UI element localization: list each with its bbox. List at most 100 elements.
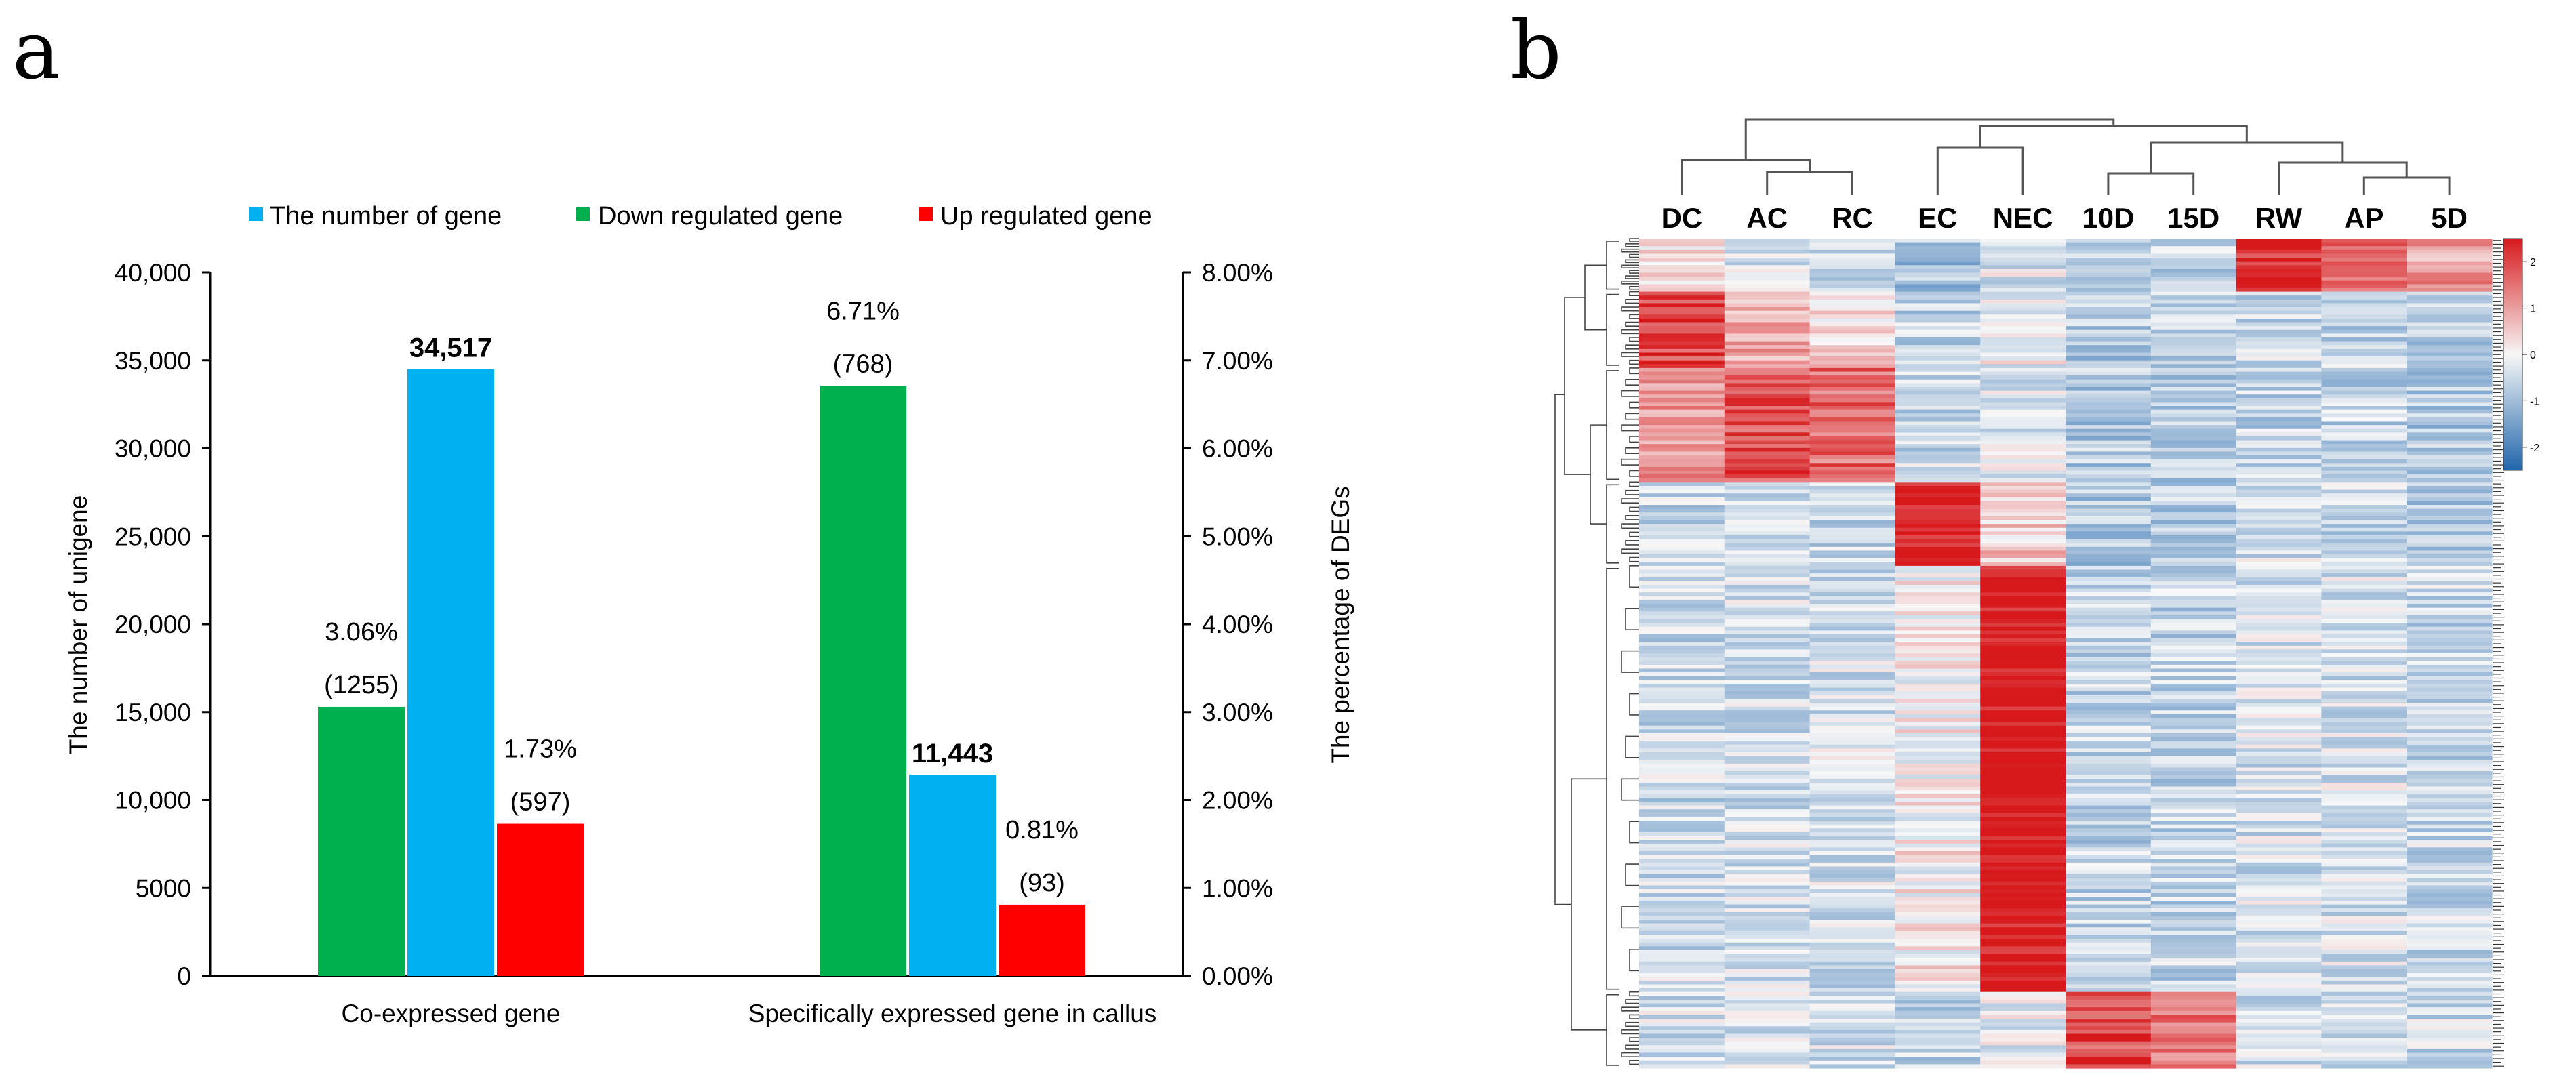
heatmap-cell — [1980, 474, 2066, 479]
heatmap-cell — [2066, 1057, 2152, 1061]
heatmap-cell — [1980, 1033, 2066, 1038]
heatmap-cell — [1809, 832, 1895, 837]
heatmap-cell — [2150, 664, 2237, 670]
heatmap-cell — [2407, 1052, 2493, 1057]
heatmap-cell — [1724, 813, 1811, 818]
heatmap-cell — [1980, 341, 2066, 346]
heatmap-cell — [2066, 710, 2152, 715]
heatmap-cell — [2236, 1048, 2322, 1054]
heatmap-cell — [1639, 657, 1725, 661]
heatmap-cell — [1724, 1057, 1811, 1061]
heatmap-cell — [1809, 900, 1895, 905]
heatmap-cell — [2321, 239, 2407, 243]
heatmap-cell — [1895, 737, 1981, 741]
heatmap-cell — [1809, 794, 1895, 798]
heatmap-cell — [2066, 569, 2152, 574]
heatmap-cell — [1724, 973, 1811, 977]
heatmap-cell — [1809, 1060, 1895, 1065]
heatmap-cell — [1895, 1022, 1981, 1027]
heatmap-cell — [1639, 737, 1725, 741]
heatmap-cell — [2066, 836, 2152, 840]
heatmap-cell — [2236, 329, 2322, 334]
heatmap-cell — [1724, 1026, 1811, 1031]
heatmap-cell — [2066, 1038, 2152, 1042]
heatmap-cell — [1724, 451, 1811, 456]
right-axis-ticks: 0.00%1.00%2.00%3.00%4.00%5.00%6.00%7.00%… — [1183, 259, 1273, 990]
heatmap-cell — [2407, 847, 2493, 852]
heatmap-cell — [1809, 249, 1895, 255]
heatmap-cell — [1809, 763, 1895, 769]
heatmap-cell — [1980, 596, 2066, 600]
right-tick-label: 7.00% — [1202, 347, 1273, 375]
heatmap-cell — [1980, 809, 2066, 814]
heatmap-cell — [1639, 691, 1725, 696]
heatmap-cell — [1724, 832, 1811, 837]
heatmap-cell — [2236, 824, 2322, 829]
heatmap-cell — [2407, 265, 2493, 270]
heatmap-cell — [1724, 927, 1811, 932]
heatmap-cell — [1809, 371, 1895, 376]
heatmap-cell — [2321, 653, 2407, 658]
heatmap-cell — [2150, 527, 2237, 532]
heatmap-cell — [2407, 718, 2493, 722]
heatmap-cell — [1980, 824, 2066, 829]
heatmap-cell — [2236, 592, 2322, 597]
heatmap-cell — [2236, 862, 2322, 867]
heatmap-cell — [1809, 577, 1895, 581]
heatmap-cell — [1809, 912, 1895, 917]
heatmap-cell — [2321, 356, 2407, 361]
heatmap-cell — [2150, 333, 2237, 338]
heatmap-cell — [1895, 326, 1981, 331]
heatmap-cell — [1809, 939, 1895, 943]
heatmap-cell — [2236, 459, 2322, 464]
heatmap-cell — [2321, 482, 2407, 487]
heatmap-cell — [2321, 432, 2407, 437]
heatmap-cell — [2150, 554, 2237, 559]
heatmap-cell — [1980, 577, 2066, 581]
heatmap-cell — [1809, 1029, 1895, 1035]
heatmap-cell — [2236, 718, 2322, 722]
row-dendrogram-link — [1629, 359, 1639, 365]
heatmap-cell — [1895, 501, 1981, 506]
heatmap-cell — [1980, 425, 2066, 430]
heatmap-cell — [2236, 287, 2322, 293]
heatmap-cell — [1809, 999, 1895, 1004]
heatmap-cell — [2150, 733, 2237, 738]
heatmap-cell — [1980, 927, 2066, 932]
heatmap-cell — [2236, 912, 2322, 917]
heatmap-cell — [1639, 794, 1725, 798]
heatmap-cell — [1809, 584, 1895, 590]
heatmap-cell — [2321, 314, 2407, 319]
heatmap-cell — [2321, 862, 2407, 867]
heatmap-cell — [2066, 683, 2152, 689]
heatmap-cell — [1895, 364, 1981, 369]
heatmap-cell — [2236, 310, 2322, 315]
dendrogram-link — [1681, 159, 1811, 195]
heatmap-cell — [1809, 314, 1895, 319]
heatmap-cell — [1724, 546, 1811, 552]
heatmap-cell — [2150, 626, 2237, 631]
heatmap-cell — [1724, 702, 1811, 708]
heatmap-cell — [2321, 505, 2407, 510]
heatmap-cell — [1639, 246, 1725, 251]
heatmap-cell — [2066, 722, 2152, 726]
heatmap-cell — [2407, 596, 2493, 600]
heatmap-cell — [1895, 695, 1981, 699]
heatmap-cell — [2150, 676, 2237, 680]
heatmap-cell — [2150, 291, 2237, 296]
heatmap-cell — [2321, 417, 2407, 422]
heatmap-cell — [2066, 287, 2152, 293]
heatmap-cell — [2407, 1057, 2493, 1061]
heatmap-cell — [2150, 1064, 2237, 1069]
heatmap-cell — [1639, 569, 1725, 574]
heatmap-cell — [2236, 520, 2322, 525]
heatmap-cell — [2236, 383, 2322, 388]
heatmap-cell — [2150, 725, 2237, 730]
heatmap-cell — [2321, 268, 2407, 274]
heatmap-cell — [1809, 916, 1895, 920]
heatmap-cell — [2407, 562, 2493, 567]
heatmap-cell — [2321, 904, 2407, 909]
heatmap-cell — [1639, 695, 1725, 699]
heatmap-cell — [2407, 539, 2493, 544]
